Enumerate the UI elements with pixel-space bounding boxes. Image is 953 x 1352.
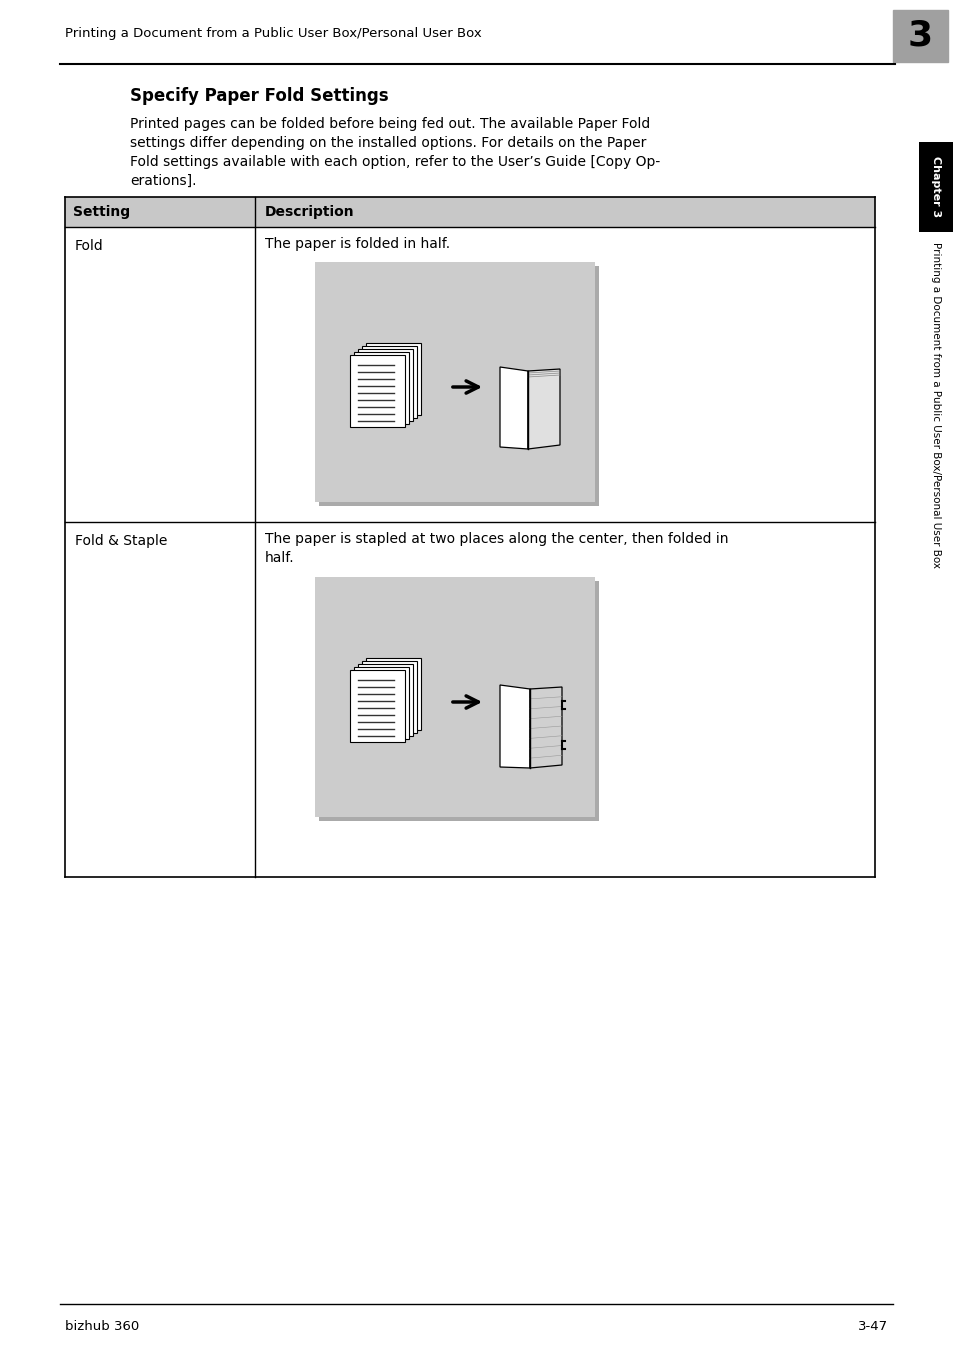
Text: 3-47: 3-47 <box>857 1320 887 1333</box>
Bar <box>366 343 420 415</box>
Bar <box>350 671 405 742</box>
Polygon shape <box>499 366 527 449</box>
Text: Printed pages can be folded before being fed out. The available Paper Fold: Printed pages can be folded before being… <box>130 118 650 131</box>
Bar <box>361 661 416 733</box>
Text: Printing a Document from a Public User Box/Personal User Box: Printing a Document from a Public User B… <box>65 27 481 41</box>
Text: settings differ depending on the installed options. For details on the Paper: settings differ depending on the install… <box>130 137 646 150</box>
Text: Fold & Staple: Fold & Staple <box>75 534 167 548</box>
Bar <box>65 197 874 227</box>
Text: Fold: Fold <box>75 239 104 253</box>
Text: Chapter 3: Chapter 3 <box>930 157 941 218</box>
Text: Specify Paper Fold Settings: Specify Paper Fold Settings <box>130 87 388 105</box>
Bar <box>357 664 413 735</box>
Polygon shape <box>527 369 559 449</box>
Bar <box>314 262 595 502</box>
Bar <box>354 352 409 425</box>
Text: half.: half. <box>265 552 294 565</box>
Bar <box>354 667 409 740</box>
Text: Setting: Setting <box>73 206 130 219</box>
Text: Printing a Document from a Public User Box/Personal User Box: Printing a Document from a Public User B… <box>930 242 941 568</box>
Text: The paper is stapled at two places along the center, then folded in: The paper is stapled at two places along… <box>265 531 728 546</box>
Text: Description: Description <box>265 206 355 219</box>
Polygon shape <box>499 685 530 768</box>
Bar <box>918 142 953 233</box>
Bar <box>318 581 598 821</box>
Text: Fold settings available with each option, refer to the User’s Guide [Copy Op-: Fold settings available with each option… <box>130 155 659 169</box>
Bar <box>314 577 595 817</box>
Text: bizhub 360: bizhub 360 <box>65 1320 139 1333</box>
Text: erations].: erations]. <box>130 174 196 188</box>
Bar <box>366 658 420 730</box>
Bar <box>357 349 413 420</box>
Text: 3: 3 <box>906 19 932 53</box>
Bar <box>361 346 416 418</box>
Bar <box>892 9 947 62</box>
Bar <box>350 356 405 427</box>
Polygon shape <box>530 687 561 768</box>
Text: The paper is folded in half.: The paper is folded in half. <box>265 237 450 251</box>
Bar <box>318 266 598 506</box>
